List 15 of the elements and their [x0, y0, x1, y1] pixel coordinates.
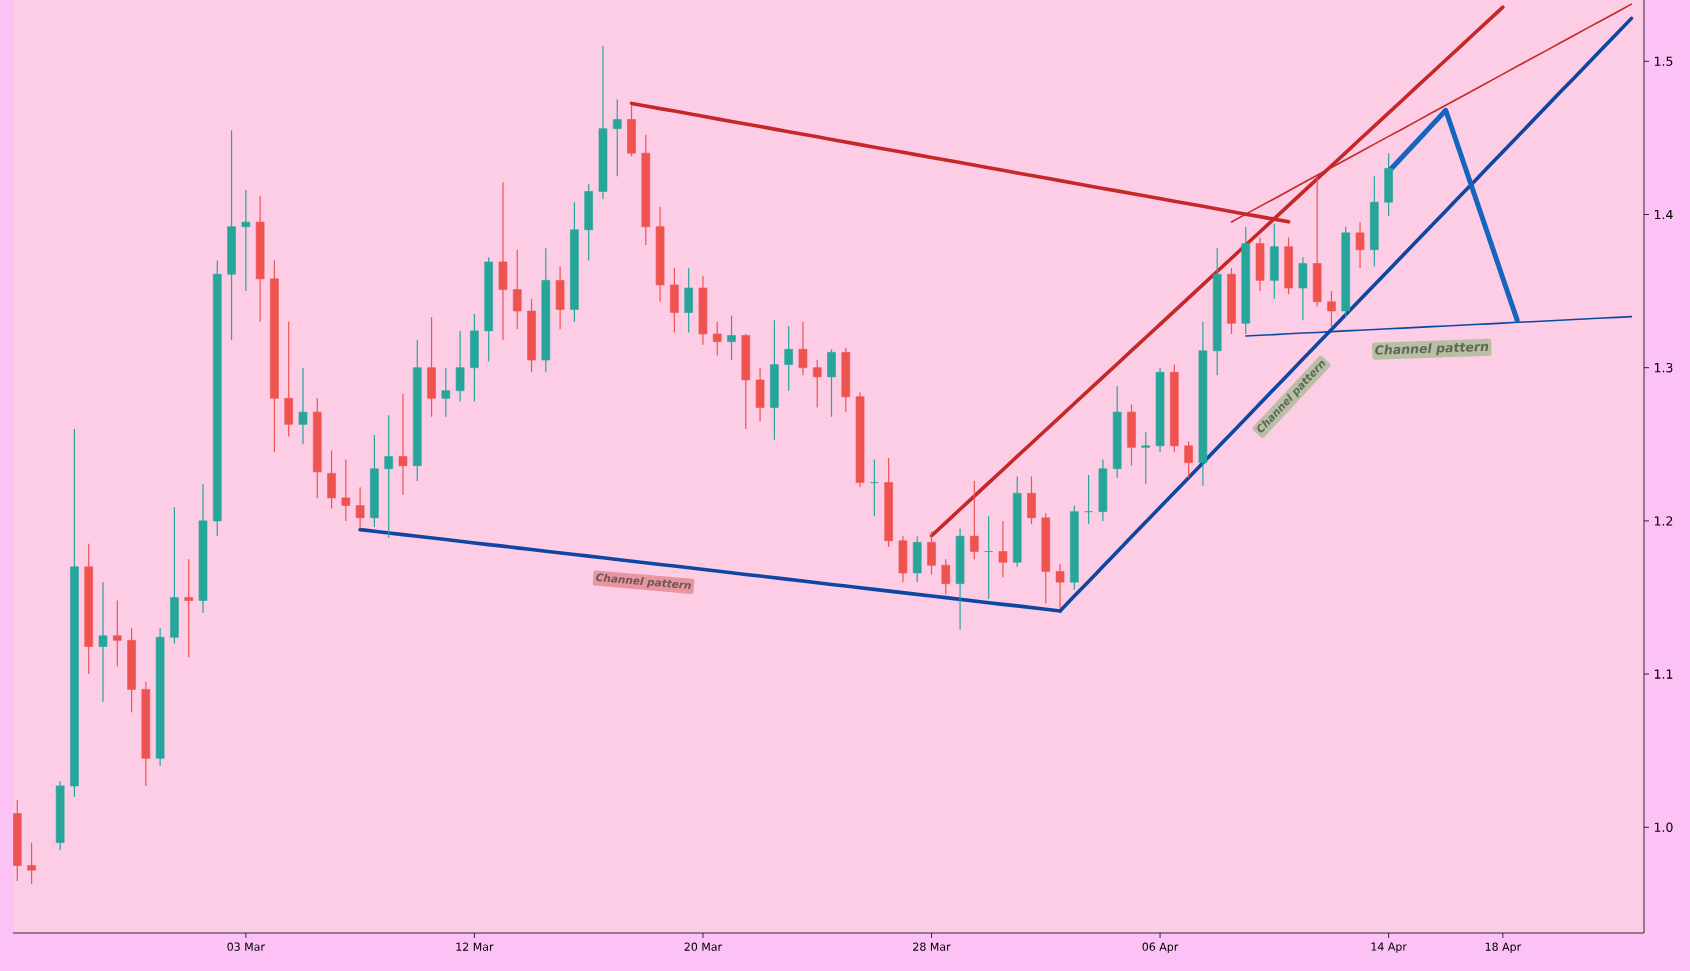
x-tick-label: 12 Mar: [456, 942, 494, 951]
x-tick-label: 28 Mar: [913, 942, 951, 951]
annotation: Channel pattern: [596, 573, 691, 590]
y-tick-label: 1.4: [1654, 209, 1673, 220]
y-tick-label: 1.2: [1654, 516, 1673, 526]
y-tick-label: 1.5: [1654, 56, 1673, 66]
x-tick-label: 14 Apr: [1371, 942, 1407, 953]
x-tick-label: 20 Mar: [684, 942, 723, 951]
x-tick-label: 06 Apr: [1142, 942, 1179, 953]
y-tick-label: 1.1: [1654, 669, 1673, 679]
annotation: Channel pattern: [1375, 342, 1489, 356]
x-tick-label: 03 Mar: [227, 942, 265, 951]
y-tick-label: 1.0: [1654, 822, 1673, 832]
x-tick-label: 18 Apr: [1485, 942, 1522, 953]
y-tick-label: 1.3: [1654, 362, 1673, 373]
